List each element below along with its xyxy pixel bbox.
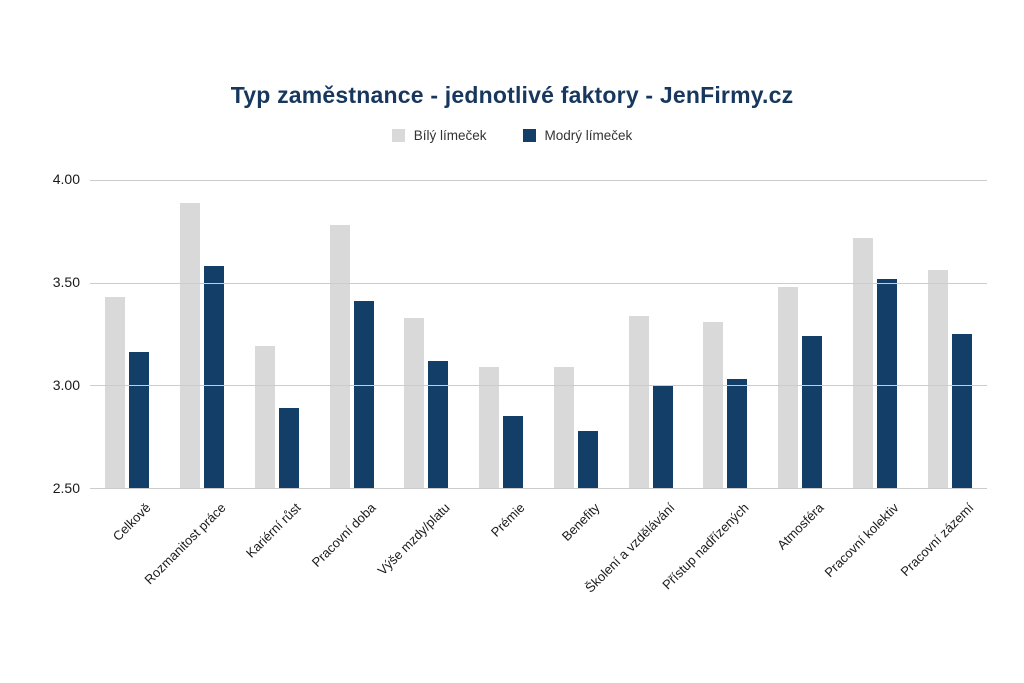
chart-title: Typ zaměstnance - jednotlivé faktory - J… [230,82,794,108]
bars-container [90,180,987,488]
x-axis-category-label: Pracovní zázemí [897,500,977,580]
plot-area: Celkově Rozmanitost práce Kariérní růst Pra… [53,171,987,595]
bar [479,366,500,488]
bar [503,416,524,488]
x-axis-category-label: Prémie [488,500,528,540]
bar-group [613,180,688,488]
bar [577,430,598,488]
y-axis-tick-label: 4.00 [52,171,80,188]
x-axis-category-label: Školení a vzdělávání [581,500,678,596]
x-axis-category-label: Pracovní doba [308,500,379,570]
bar-group [389,180,464,488]
bar [254,346,275,488]
bar [852,237,873,488]
bar [951,334,972,488]
bar [204,266,225,488]
bar-group [838,180,913,488]
chart-legend: Bílý límeček Modrý límeček [0,128,1024,143]
bar [703,321,724,488]
y-axis-tick-label: 3.50 [52,274,80,291]
x-axis-category-label: Přístup nadřízených [659,500,752,593]
bar-group [763,180,838,488]
x-axis-category-label: Atmosféra [774,500,827,553]
gridline: 4.00 [53,171,987,187]
bar-group [688,180,763,488]
bar-group [539,180,614,488]
legend-item: Modrý límeček [522,128,633,143]
x-axis-category-label: Rozmanitost práce [141,500,229,588]
bar [652,385,673,488]
x-axis-category-label: Benefity [558,500,603,544]
bar [727,379,748,488]
gridline: 3.00 [53,377,987,393]
x-axis-category-label: Pracovní kolektiv [821,500,902,581]
bar-group [314,180,389,488]
bar [927,270,948,488]
x-axis-labels: Celkově Rozmanitost práce Kariérní růst Pra… [90,488,987,648]
bar [105,297,126,488]
legend-label: Modrý límeček [544,128,633,143]
gridline: 2.50 [53,480,987,496]
legend-swatch-icon [522,129,536,142]
bar-group [912,180,987,488]
y-axis-tick-label: 2.50 [52,480,80,497]
y-axis-tick-label: 3.00 [52,377,80,394]
bar [778,286,799,488]
bar-group [240,180,315,488]
bar [404,317,425,488]
bar [628,315,649,488]
bar [876,278,897,488]
bar-group [90,180,165,488]
bar [329,225,350,488]
legend-item: Bílý límeček [391,128,487,143]
legend-label: Bílý límeček [413,128,487,143]
bar [353,301,374,488]
bar [278,407,299,488]
gridline: 3.50 [53,274,987,290]
legend-swatch-icon [391,129,405,142]
bar [553,366,574,488]
bar-group [165,180,240,488]
x-axis-category-label: Výše mzdy/platu [374,500,453,579]
bar [802,336,823,488]
bar [180,202,201,488]
bar-group [464,180,539,488]
x-axis-category-label: Kariérní růst [242,500,304,561]
bar [428,360,449,488]
x-axis-category-label: Celkově [110,500,154,544]
bar [129,352,150,488]
